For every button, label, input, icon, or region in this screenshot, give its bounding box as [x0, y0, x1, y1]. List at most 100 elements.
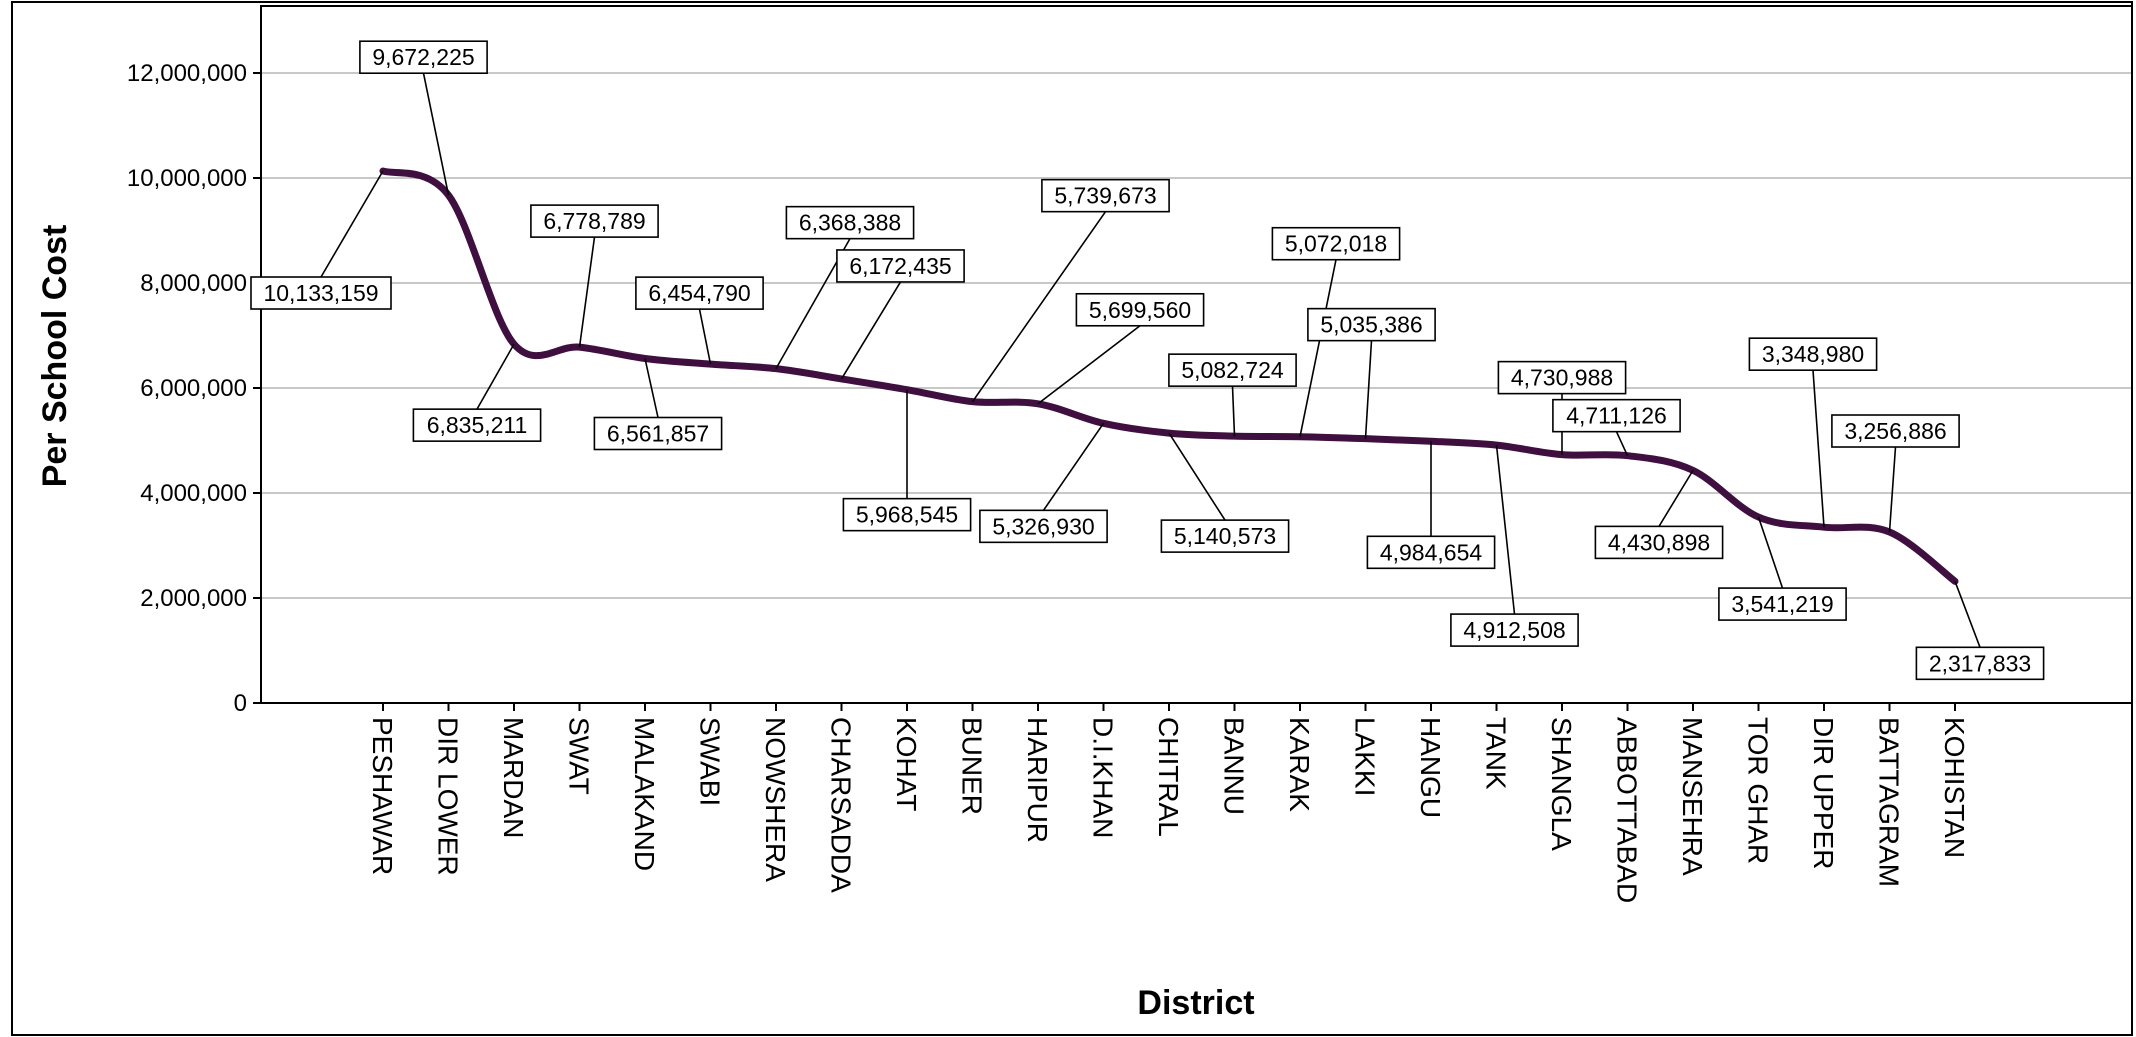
y-tick-label: 8,000,000 [140, 270, 247, 297]
data-label: 3,348,980 [1762, 341, 1864, 367]
data-label-box [1168, 353, 1297, 387]
y-axis-title: Per School Cost [36, 225, 74, 488]
y-tick-label: 6,000,000 [140, 375, 247, 402]
data-label-box [1271, 226, 1401, 261]
data-label-box [530, 204, 659, 238]
data-label-leader [320, 170, 384, 278]
data-label: 5,072,018 [1285, 231, 1387, 257]
x-category-label: SWABI [695, 717, 726, 806]
x-category-label: BATTAGRAM [1874, 717, 1905, 887]
data-label-box [1552, 398, 1681, 433]
data-label-leader [1495, 445, 1516, 615]
x-category-label: NOWSHERA [760, 717, 791, 882]
data-label-leader [1168, 432, 1226, 521]
data-label: 10,133,159 [263, 280, 378, 306]
data-label-box [1075, 292, 1205, 327]
x-category-label: TANK [1481, 717, 1512, 790]
x-category-label: BUNER [957, 717, 988, 815]
data-label-box [842, 497, 972, 532]
data-label-leader [971, 211, 1107, 403]
data-label-box [593, 416, 723, 451]
data-label: 5,140,573 [1174, 523, 1276, 549]
x-axis-categories: PESHAWAR DIR LOWER MARDAN SWAT MALAKAND SWABI… [367, 703, 1970, 903]
data-label-box [1594, 525, 1724, 560]
x-category-label: SHANGLA [1546, 717, 1577, 851]
data-label: 5,968,545 [856, 502, 958, 528]
data-label: 5,035,386 [1320, 312, 1422, 338]
x-category-label: MALAKAND [629, 717, 660, 871]
data-label-leader [578, 237, 596, 348]
data-label-box [1748, 337, 1878, 371]
data-label: 5,699,560 [1089, 297, 1191, 323]
data-label-leader [1364, 340, 1373, 439]
data-label-leader [1812, 370, 1825, 528]
x-category-label: D.I.KHAN [1088, 717, 1119, 838]
data-label-leader [1757, 516, 1784, 589]
x-category-label: BANNU [1219, 717, 1250, 815]
x-category-label: HANGU [1415, 717, 1446, 818]
data-label-box [785, 205, 915, 240]
x-category-label: SWAT [564, 717, 595, 795]
x-category-label: ABBOTTABAD [1612, 717, 1643, 903]
data-label-leader [1615, 431, 1629, 456]
data-label: 4,711,126 [1566, 403, 1667, 429]
data-label-leader [1037, 325, 1141, 405]
data-label-box [635, 276, 764, 310]
data-label-leader [840, 281, 902, 380]
y-axis-ticks: 0 2,000,000 4,000,000 6,000,000 8,000,000 10,… [127, 60, 261, 717]
y-tick-label: 10,000,000 [127, 165, 247, 192]
data-label-leader [644, 358, 659, 418]
plot-area [260, 5, 2133, 704]
data-label: 3,256,886 [1844, 418, 1946, 444]
x-category-label: HARIPUR [1022, 717, 1053, 843]
data-label: 6,172,435 [849, 253, 951, 279]
data-label: 5,082,724 [1181, 357, 1284, 383]
data-label-box [1831, 414, 1960, 448]
y-tick-label: 2,000,000 [140, 585, 247, 612]
data-label-leader [476, 343, 515, 410]
data-label: 6,454,790 [648, 280, 750, 306]
x-category-label: PESHAWAR [367, 717, 398, 875]
data-label-box [1450, 613, 1579, 647]
data-label: 2,317,833 [1929, 650, 2031, 676]
data-label: 4,730,988 [1511, 365, 1613, 391]
data-label: 5,326,930 [992, 513, 1094, 539]
data-label-box [1307, 307, 1436, 342]
x-category-label: CHITRAL [1153, 717, 1184, 837]
data-label: 3,541,219 [1731, 591, 1833, 617]
x-category-label: KARAK [1284, 717, 1315, 812]
data-label: 5,739,673 [1054, 183, 1156, 209]
x-category-label: CHARSADDA [826, 717, 857, 893]
x-category-label: LAKKI [1350, 717, 1381, 796]
data-label-leader [1888, 446, 1897, 533]
data-label-box [979, 509, 1108, 544]
data-label: 4,912,508 [1463, 617, 1565, 643]
x-category-label: TOR GHAR [1743, 717, 1774, 864]
data-label: 4,430,898 [1608, 529, 1710, 555]
data-label-box [1718, 587, 1847, 621]
data-label-box [359, 40, 488, 75]
x-axis-title: District [1137, 984, 1254, 1022]
x-category-label: KOHISTAN [1939, 717, 1970, 858]
data-labels: 10,133,159 9,672,225 6,835,211 6,778,789 6,5… [250, 40, 2045, 681]
data-label-leader [422, 73, 450, 196]
data-label: 4,984,654 [1380, 539, 1483, 565]
data-label: 6,835,211 [427, 412, 528, 438]
y-tick-label: 0 [234, 690, 247, 717]
series-line [379, 167, 1959, 585]
data-label-box [1041, 178, 1170, 213]
y-tick-label: 4,000,000 [140, 480, 247, 507]
y-tick-label: 12,000,000 [127, 60, 247, 87]
data-label: 6,778,789 [543, 208, 645, 234]
data-label-leader [1231, 386, 1236, 437]
x-category-label: MARDAN [498, 717, 529, 838]
data-label-leader [1954, 581, 1981, 648]
data-label-leader [698, 308, 712, 365]
data-label-box [412, 408, 542, 442]
data-label-box [1160, 519, 1290, 553]
data-label-box [1497, 360, 1627, 395]
data-label-leader [1042, 422, 1105, 511]
x-category-label: DIR UPPER [1808, 717, 1839, 869]
data-label-leader [1299, 259, 1337, 437]
data-label: 6,368,388 [799, 210, 901, 236]
